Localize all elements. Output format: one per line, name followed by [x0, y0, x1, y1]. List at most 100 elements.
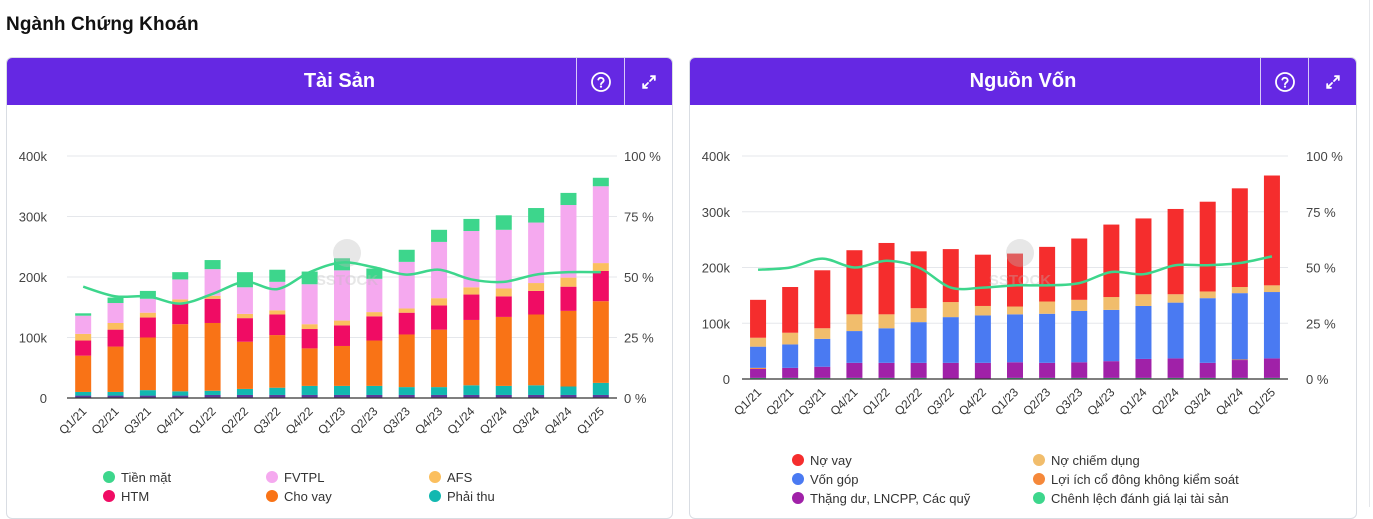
y-tick-label-right: 25 %	[1306, 316, 1336, 331]
bar-segment	[592, 177, 609, 187]
legend-item[interactable]: FVTPL	[266, 470, 324, 485]
legend-label: AFS	[447, 470, 473, 485]
legend-item[interactable]: Vốn góp	[792, 472, 858, 487]
x-tick-label: Q4/21	[153, 404, 186, 437]
bar-segment	[334, 325, 350, 346]
bar-segment	[592, 270, 609, 302]
legend-label: Nợ chiếm dụng	[1051, 453, 1140, 468]
bar-segment	[1231, 188, 1248, 288]
bar-segment	[878, 328, 895, 363]
bar-segment	[269, 269, 286, 282]
y-tick-label-left: 100k	[702, 316, 731, 331]
expand-arrows-icon	[1325, 74, 1340, 89]
x-tick-label: Q4/23	[412, 404, 445, 437]
bar-segment	[107, 329, 124, 347]
bar-segment	[269, 310, 286, 315]
y-tick-label-left: 400k	[19, 149, 48, 164]
bar-segment	[750, 368, 767, 378]
bar-segment	[1167, 358, 1184, 378]
legend-marker	[429, 471, 441, 483]
bar-segment	[139, 337, 156, 391]
bar-segment	[1135, 305, 1152, 359]
legend-label: Lợi ích cổ đông không kiểm soát	[1051, 472, 1239, 487]
bar-segment	[107, 322, 124, 330]
bar-segment	[910, 322, 927, 363]
legend-item[interactable]: HTM	[103, 489, 149, 504]
bar-segment	[398, 261, 415, 309]
bar-segment	[204, 269, 221, 296]
bar-segment	[301, 324, 318, 330]
y-tick-label-left: 0	[40, 391, 47, 406]
bar-segment	[528, 385, 545, 395]
bar-segment	[236, 388, 253, 395]
bar-segment	[301, 329, 318, 349]
y-tick-label-right: 50 %	[624, 270, 654, 285]
x-tick-label: Q1/24	[445, 404, 478, 437]
bar-segment	[1263, 292, 1280, 359]
bar-segment	[1103, 297, 1120, 310]
legend-item[interactable]: Cho vay	[266, 489, 332, 504]
assets-expand-button[interactable]	[624, 58, 672, 105]
capital-help-button[interactable]	[1260, 58, 1308, 105]
bar-segment	[942, 362, 959, 379]
bar-segment	[1199, 298, 1216, 363]
legend-marker	[1033, 492, 1045, 504]
bar-segment	[172, 391, 189, 396]
bar-segment	[75, 333, 92, 341]
legend-item[interactable]: Phải thu	[429, 489, 495, 504]
ratio-line	[757, 255, 1273, 291]
bar-segment	[560, 205, 577, 278]
bar-segment	[1071, 238, 1088, 300]
bar-segment	[1071, 362, 1088, 378]
bar-segment	[1231, 293, 1248, 360]
bar-segment	[528, 290, 545, 315]
legend-item[interactable]: Nợ vay	[792, 453, 852, 468]
legend-item[interactable]: AFS	[429, 470, 473, 485]
bar-segment	[204, 390, 221, 395]
legend-marker	[103, 490, 115, 502]
bar-segment	[814, 338, 831, 367]
bar-segment	[1007, 314, 1023, 363]
bar-segment	[814, 328, 831, 339]
x-tick-label: Q1/25	[574, 404, 607, 437]
bar-segment	[366, 316, 383, 341]
bar-segment	[204, 394, 221, 398]
page-scrollbar[interactable]	[1369, 0, 1370, 507]
bar-segment	[1007, 253, 1023, 307]
x-tick-label: Q2/23	[1020, 385, 1053, 418]
capital-card-title: Nguồn Vốn	[969, 70, 1077, 92]
bar-segment	[334, 270, 350, 321]
legend-marker	[792, 492, 804, 504]
x-tick-label: Q3/24	[509, 404, 542, 437]
bar-segment	[814, 366, 831, 378]
bar-segment	[1135, 358, 1152, 378]
legend-item[interactable]: Chênh lệch đánh giá lại tài sản	[1033, 491, 1229, 506]
legend-item[interactable]: Lợi ích cổ đông không kiểm soát	[1033, 472, 1239, 487]
capital-expand-button[interactable]	[1308, 58, 1356, 105]
bar-segment	[910, 362, 927, 378]
bar-segment	[1231, 359, 1248, 361]
bar-segment	[236, 313, 253, 319]
bar-segment	[107, 346, 124, 392]
legend-label: Cho vay	[284, 489, 332, 504]
bar-segment	[592, 263, 609, 271]
bar-segment	[974, 315, 991, 363]
bar-segment	[592, 394, 609, 398]
bar-segment	[1039, 301, 1056, 314]
bar-segment	[974, 362, 991, 379]
bar-segment	[528, 283, 545, 291]
bar-segment	[431, 305, 448, 330]
bar-segment	[782, 367, 799, 378]
legend-item[interactable]: Nợ chiếm dụng	[1033, 453, 1140, 468]
x-tick-label: Q2/24	[1149, 385, 1182, 418]
legend-item[interactable]: Thặng dư, LNCPP, Các quỹ	[792, 491, 971, 506]
bar-segment	[1103, 309, 1120, 362]
watermark-icon	[1006, 239, 1034, 267]
y-tick-label-left: 100k	[19, 331, 48, 346]
assets-help-button[interactable]	[576, 58, 624, 105]
bar-segment	[236, 287, 253, 314]
x-tick-label: Q1/22	[860, 385, 893, 418]
bar-segment	[1167, 208, 1184, 295]
y-tick-label-right: 75 %	[1306, 205, 1336, 220]
legend-item[interactable]: Tiền mặt	[103, 470, 171, 485]
